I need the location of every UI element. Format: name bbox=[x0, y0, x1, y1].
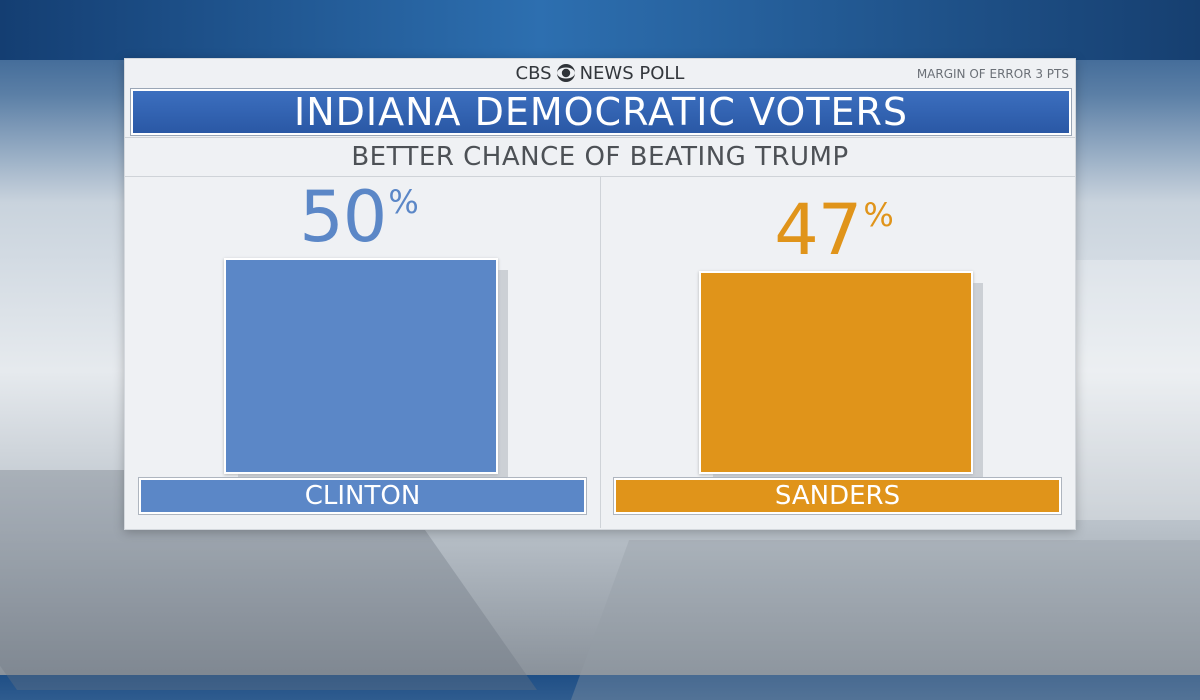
chart-title: INDIANA DEMOCRATIC VOTERS bbox=[130, 88, 1072, 136]
bar-sanders bbox=[698, 271, 973, 474]
bar-chart-area: 50% CLINTON 47% SANDERS bbox=[125, 176, 1075, 528]
header-row: CBS NEWS POLL MARGIN OF ERROR 3 PTS bbox=[125, 59, 1075, 87]
value-suffix: % bbox=[863, 196, 893, 234]
value-number: 47 bbox=[774, 189, 862, 271]
cbs-eye-icon bbox=[556, 64, 575, 82]
poll-graphic-panel: CBS NEWS POLL MARGIN OF ERROR 3 PTS INDI… bbox=[124, 58, 1076, 530]
category-label-clinton: CLINTON bbox=[138, 477, 587, 515]
category-label-sanders: SANDERS bbox=[613, 477, 1062, 515]
background-shape bbox=[570, 540, 1200, 700]
brand-cbs: CBS bbox=[515, 63, 552, 84]
value-suffix: % bbox=[388, 183, 418, 221]
value-label-sanders: 47% bbox=[734, 195, 934, 265]
value-label-clinton: 50% bbox=[259, 182, 459, 252]
cbs-news-poll-logo: CBS NEWS POLL bbox=[125, 63, 1075, 85]
value-number: 50 bbox=[299, 176, 387, 258]
margin-of-error: MARGIN OF ERROR 3 PTS bbox=[916, 67, 1069, 81]
background-band bbox=[0, 0, 1200, 60]
chart-subtitle: BETTER CHANCE OF BEATING TRUMP bbox=[351, 142, 849, 172]
bar-clinton bbox=[223, 258, 498, 474]
column-divider bbox=[600, 176, 601, 528]
subtitle-row: BETTER CHANCE OF BEATING TRUMP bbox=[125, 137, 1075, 177]
brand-news-poll: NEWS POLL bbox=[579, 63, 685, 84]
